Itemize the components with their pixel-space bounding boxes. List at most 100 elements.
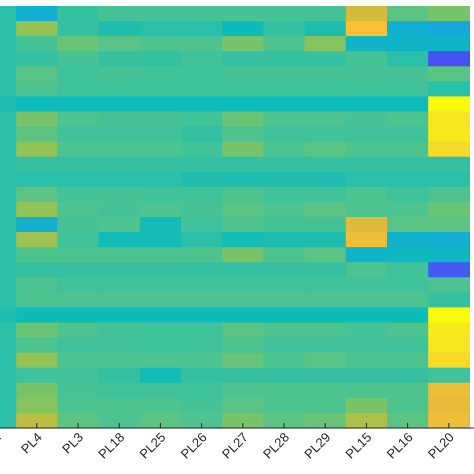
heatmap-cell [181,322,223,339]
x-tick-label: PL26 [178,430,210,462]
x-axis-ticks [36,423,450,428]
x-tick-label: PL25 [136,430,168,462]
heatmap-cell [98,21,141,37]
heatmap-cell [57,412,100,429]
heatmap-cell [387,81,429,98]
heatmap-cell [387,307,429,324]
heatmap-cell [16,6,58,22]
heatmap-cell [139,6,182,22]
heatmap-cell [57,21,100,37]
heatmap-cell [0,217,17,233]
heatmap-cell [428,186,470,203]
heatmap-cell [16,262,58,278]
heatmap-cell [139,186,182,203]
heatmap-cell [304,307,347,324]
heatmap-cell [57,66,100,82]
heatmap-cell [0,277,17,293]
heatmap-cell [263,337,306,354]
heatmap-cell [345,36,388,52]
x-tick-label: PL16 [384,430,416,462]
heatmap-cell [139,66,182,82]
heatmap-cell [428,6,470,22]
heatmap-cell [304,36,347,52]
heatmap-cell [16,247,58,263]
heatmap-cell [345,322,388,339]
heatmap-cell [428,36,470,52]
heatmap-cell [428,217,470,233]
heatmap-cell [0,186,17,203]
heatmap-cell [428,66,470,82]
heatmap-cell [428,307,470,324]
heatmap-cell [181,141,223,158]
heatmap-cell [57,247,100,263]
heatmap-cell [222,262,264,278]
heatmap-cell [98,292,141,309]
heatmap-cell [181,367,223,384]
heatmap-cell [57,186,100,203]
heatmap-cell [139,352,182,369]
heatmap-cell [222,111,264,128]
heatmap-cell [428,201,470,218]
heatmap-cell [263,352,306,369]
heatmap-cell [222,352,264,369]
heatmap-cell [428,277,470,293]
heatmap-cell [387,247,429,263]
heatmap-cell [428,81,470,98]
heatmap-cell [345,382,388,399]
heatmap-cell [263,322,306,339]
heatmap-cell [263,141,306,158]
heatmap-cell [16,277,58,293]
heatmap-cell [139,307,182,324]
x-tick-label: PL15 [342,430,374,462]
heatmap-cell [57,337,100,354]
heatmap-cell [16,81,58,98]
heatmap-cell [222,337,264,354]
x-axis-tick-labels: 12 PL4 PL3 PL18 PL25 PL26 PL27 PL28 PL29 PL15 PL16… [0,430,457,462]
heatmap-cell [263,171,306,188]
heatmap-cell [222,307,264,324]
heatmap-cell [181,307,223,324]
heatmap-cell [387,126,429,143]
heatmap-cell [304,111,347,128]
heatmap-cell [387,337,429,354]
heatmap-cell [16,201,58,218]
heatmap-cell [181,232,223,248]
heatmap-cell [139,322,182,339]
heatmap-cell [387,171,429,188]
heatmap-cell [0,126,17,143]
heatmap-cell [428,337,470,354]
heatmap-cell [57,397,100,414]
heatmap-cell [98,171,141,188]
heatmap-cell [0,156,17,173]
heatmap-cell [139,126,182,143]
heatmap-cell [263,36,306,52]
heatmap-cell [263,186,306,203]
heatmap-cell [139,51,182,67]
heatmap-cell [304,126,347,143]
heatmap-cell [345,277,388,293]
heatmap-cell [428,232,470,248]
heatmap-cell [0,262,17,278]
heatmap-cell [139,382,182,399]
heatmap-cell [16,292,58,309]
heatmap-cell [98,141,141,158]
heatmap-cell [98,412,141,429]
heatmap-cell [345,292,388,309]
heatmap-cell [139,81,182,98]
heatmap-cell [16,171,58,188]
heatmap-cell [222,96,264,113]
heatmap-cell [0,96,17,113]
heatmap-cell [222,21,264,37]
heatmap-cell [428,171,470,188]
x-tick-label: PL18 [95,430,127,462]
heatmap-cell [139,262,182,278]
heatmap-cell [387,292,429,309]
heatmap-cell [345,352,388,369]
heatmap-cell [387,6,429,22]
x-tick-label: PL29 [301,430,333,462]
heatmap-cell [139,217,182,233]
heatmap-cell [387,66,429,82]
heatmap-cell [345,186,388,203]
heatmap-cell [57,292,100,309]
